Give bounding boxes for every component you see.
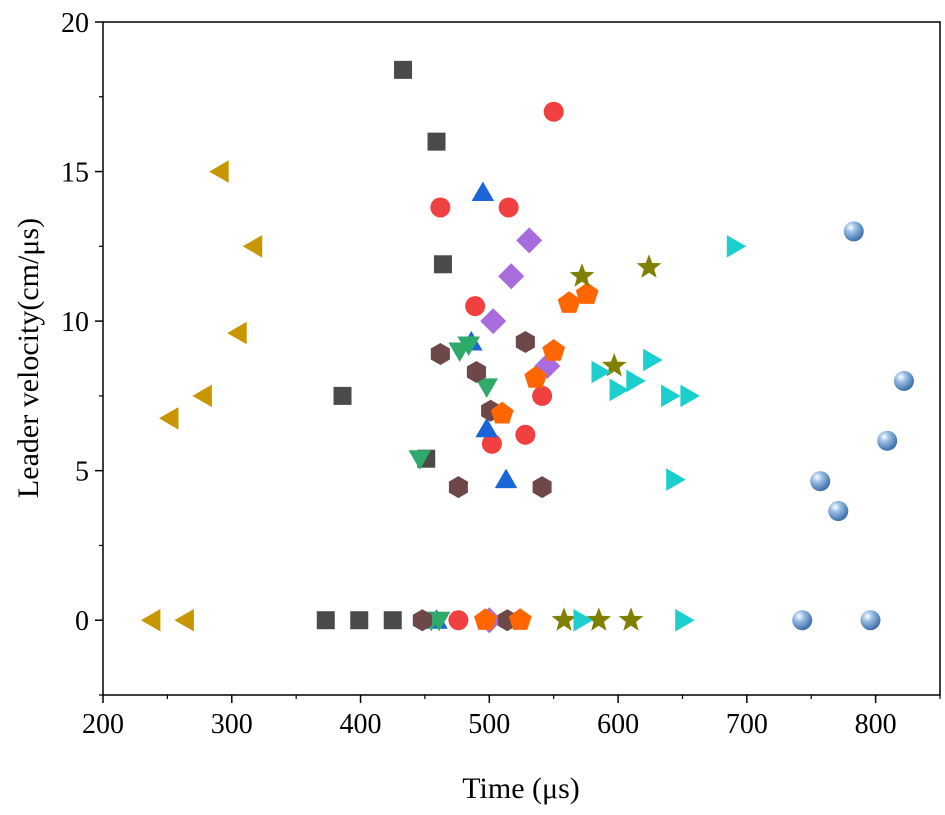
data-point-triangle-right xyxy=(726,235,747,258)
data-point-hexagon xyxy=(412,609,432,632)
data-point-triangle-down xyxy=(427,611,451,632)
y-tick-label: 5 xyxy=(75,457,89,488)
y-tick-label: 15 xyxy=(61,158,89,189)
axis-ticks: 200 300 400 500 600 700 800 0 5 10 15 20 xyxy=(61,8,941,740)
data-point-triangle-left xyxy=(242,235,263,258)
data-point-triangle-right xyxy=(675,609,695,632)
data-point-circle xyxy=(448,610,469,631)
data-point-triangle-right xyxy=(573,609,593,632)
data-point-hexagon xyxy=(448,476,468,499)
data-point-circle xyxy=(543,101,564,122)
x-tick-label: 800 xyxy=(855,709,897,740)
data-point-square xyxy=(394,60,413,79)
data-point-circle xyxy=(465,296,486,317)
data-point-triangle-left xyxy=(159,407,179,430)
data-point-hexagon xyxy=(466,361,486,383)
data-point-triangle-right xyxy=(591,360,611,384)
data-point-pentagon xyxy=(542,339,566,361)
data-point-triangle-left xyxy=(140,609,161,632)
y-tick-label: 20 xyxy=(61,8,89,39)
data-point-circle xyxy=(498,197,519,218)
data-point-triangle-up xyxy=(475,417,498,438)
data-point-triangle-right xyxy=(643,348,663,372)
data-point-square xyxy=(350,611,369,630)
data-point-triangle-right xyxy=(680,384,700,408)
data-point-star xyxy=(636,254,662,278)
data-point-circle xyxy=(515,424,536,445)
data-point-triangle-left xyxy=(227,321,247,345)
data-point-sphere xyxy=(792,610,813,631)
data-point-pentagon xyxy=(490,401,514,424)
data-point-circle xyxy=(481,433,502,454)
data-point-triangle-left xyxy=(192,384,212,408)
data-point-star xyxy=(569,263,595,287)
x-tick-label: 300 xyxy=(211,709,253,740)
data-point-sphere xyxy=(893,370,914,391)
data-point-sphere xyxy=(828,501,849,522)
y-tick-label: 10 xyxy=(61,307,89,338)
data-point-square xyxy=(383,611,402,630)
data-point-diamond xyxy=(480,308,507,335)
data-point-diamond xyxy=(498,263,525,290)
x-tick-label: 200 xyxy=(82,709,124,740)
data-point-star xyxy=(601,353,627,377)
x-tick-label: 600 xyxy=(597,709,639,740)
data-point-pentagon xyxy=(508,608,532,630)
data-point-hexagon xyxy=(430,343,450,365)
data-point-square xyxy=(433,255,452,274)
data-point-triangle-up xyxy=(494,468,518,489)
x-tick-label: 500 xyxy=(468,709,510,740)
data-point-triangle-right xyxy=(626,369,646,393)
data-point-triangle-left xyxy=(209,160,229,183)
data-point-star xyxy=(551,607,577,631)
data-point-triangle-left xyxy=(174,609,194,632)
y-tick-label: 0 xyxy=(75,606,89,637)
data-point-triangle-right xyxy=(666,468,686,491)
data-point-diamond xyxy=(516,227,543,254)
data-point-triangle-right xyxy=(661,384,681,408)
data-point-pentagon xyxy=(474,608,497,630)
data-point-circle xyxy=(532,385,553,406)
data-point-square xyxy=(427,132,446,151)
data-point-pentagon xyxy=(557,291,581,313)
data-point-sphere xyxy=(843,221,864,242)
data-point-triangle-up xyxy=(471,181,495,201)
x-tick-label: 400 xyxy=(340,709,382,740)
data-point-triangle-down xyxy=(457,336,480,356)
data-point-triangle-right xyxy=(609,378,630,402)
data-point-triangle-down xyxy=(475,378,498,398)
data-point-triangle-down xyxy=(408,450,431,470)
data-point-star xyxy=(618,607,644,631)
data-point-sphere xyxy=(877,430,898,451)
y-axis-label: Leader velocity(cm/μs) xyxy=(12,218,45,498)
data-point-square xyxy=(316,611,335,630)
data-point-star xyxy=(586,607,612,631)
x-axis-label: Time (μs) xyxy=(462,772,580,805)
data-point-hexagon xyxy=(515,331,535,353)
data-point-square xyxy=(333,386,352,405)
x-tick-label: 700 xyxy=(726,709,768,740)
data-point-pentagon xyxy=(575,282,599,304)
data-point-sphere xyxy=(810,471,831,492)
data-point-circle xyxy=(430,197,451,218)
plot-frame xyxy=(102,21,941,696)
data-points xyxy=(140,60,914,634)
data-point-sphere xyxy=(860,610,881,631)
data-point-hexagon xyxy=(532,476,552,499)
data-point-pentagon xyxy=(524,365,548,388)
